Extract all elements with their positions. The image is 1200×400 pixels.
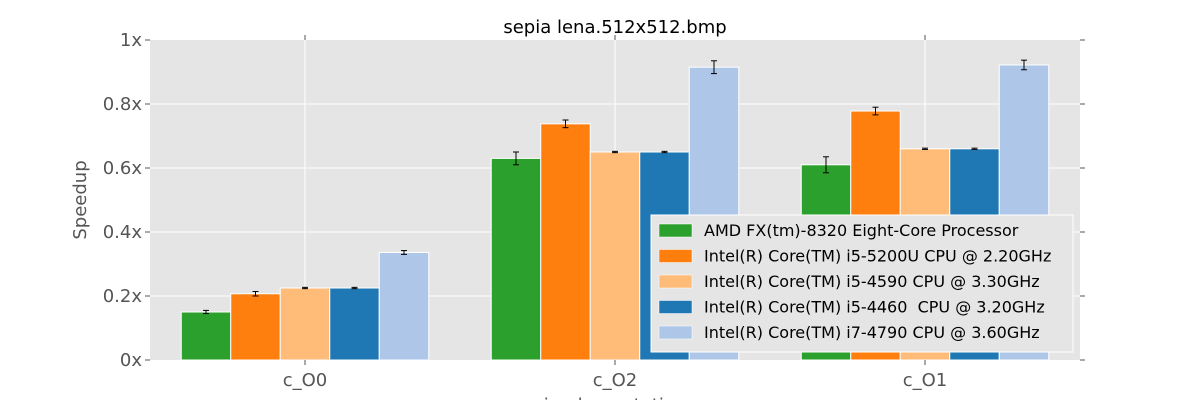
legend-swatch [658, 249, 693, 263]
x-tick-label: c_O0 [283, 370, 328, 391]
bar [329, 287, 380, 361]
error-bars [203, 59, 1027, 315]
x-tick-label: c_O2 [593, 370, 638, 391]
y-tick-label: 0x [120, 350, 142, 371]
bar [230, 293, 281, 361]
legend-label: Intel(R) Core(TM) i5-5200U CPU @ 2.20GHz [704, 247, 1051, 266]
y-tick-label: 0.8x [103, 94, 143, 115]
bar [540, 123, 591, 361]
bar [279, 287, 331, 361]
bar [378, 251, 430, 361]
bar [589, 151, 641, 361]
legend-swatch [658, 274, 693, 289]
y-axis-label: Speedup [70, 160, 91, 239]
x-ticks: c_O0 c_O2 c_O1 [283, 35, 948, 391]
y-tick-label: 0.2x [103, 286, 143, 307]
chart-title: sepia lena.512x512.bmp [503, 17, 726, 38]
legend-swatch [658, 325, 693, 340]
legend: AMD FX(tm)-8320 Eight-Core Processor Inte… [650, 214, 1074, 353]
y-tick-label: 0.6x [103, 158, 143, 179]
legend-swatch [658, 223, 693, 238]
x-axis-label: implementation [544, 395, 687, 400]
legend-label: AMD FX(tm)-8320 Eight-Core Processor [704, 221, 1019, 240]
y-ticks: 0x 0.2x 0.4x 0.6x 0.8x 1x [103, 30, 1085, 371]
legend-label: Intel(R) Core(TM) i5-4590 CPU @ 3.30GHz [704, 272, 1040, 291]
legend-label: Intel(R) Core(TM) i5-4460 CPU @ 3.20GHz [704, 298, 1045, 317]
legend-label: Intel(R) Core(TM) i7-4790 CPU @ 3.60GHz [704, 323, 1040, 342]
x-tick-label: c_O1 [903, 370, 948, 391]
y-tick-label: 0.4x [103, 222, 143, 243]
bar [180, 311, 232, 361]
y-tick-label: 1x [120, 30, 142, 51]
bar [490, 157, 542, 361]
legend-swatch [658, 300, 693, 314]
legend-box [650, 214, 1074, 353]
